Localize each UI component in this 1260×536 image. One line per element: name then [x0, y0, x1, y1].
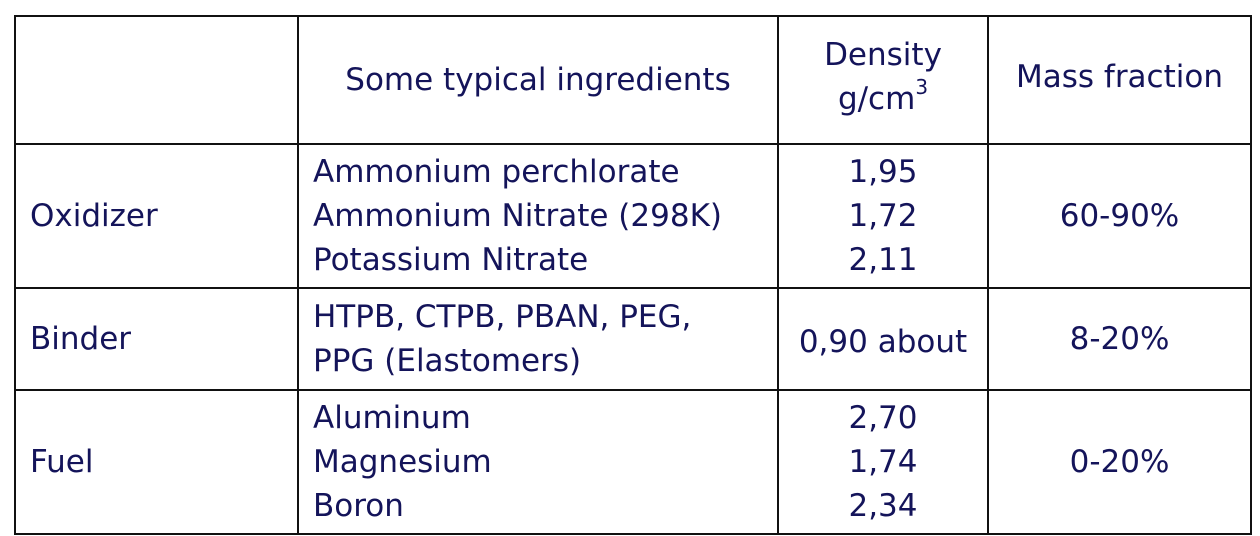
category-cell: Binder	[14, 287, 299, 391]
density-value: 2,70	[848, 400, 918, 436]
unit-exponent: 3	[915, 74, 929, 99]
table-row-oxidizer: Oxidizer Ammonium perchlorate Ammonium N…	[14, 143, 1252, 289]
density-value: 2,34	[848, 488, 918, 524]
header-density-label: Density	[824, 37, 942, 73]
density-value: 1,72	[848, 198, 918, 234]
density-value: 0,90 about	[798, 324, 968, 360]
ingredient-item: Magnesium	[313, 444, 492, 480]
header-mass-fraction: Mass fraction	[987, 15, 1252, 145]
mass-fraction-cell: 60-90%	[987, 143, 1252, 289]
category-cell: Oxidizer	[14, 143, 299, 289]
header-ingredients: Some typical ingredients	[297, 15, 779, 145]
density-cell: 2,70 1,74 2,34	[777, 389, 989, 535]
ingredient-item: Ammonium perchlorate	[313, 154, 680, 190]
header-empty-cell	[14, 15, 299, 145]
mass-fraction-cell: 8-20%	[987, 287, 1252, 391]
header-density: Density g/cm3	[777, 15, 989, 145]
density-value: 1,74	[848, 444, 918, 480]
density-cell: 1,95 1,72 2,11	[777, 143, 989, 289]
density-cell: 0,90 about	[777, 287, 989, 391]
ingredient-item: Potassium Nitrate	[313, 242, 589, 278]
ingredient-item: Aluminum	[313, 400, 471, 436]
table-row-binder: Binder HTPB, CTPB, PBAN, PEG, PPG (Elast…	[14, 287, 1252, 391]
density-value: 1,95	[848, 154, 918, 190]
ingredients-cell: Ammonium perchlorate Ammonium Nitrate (2…	[297, 143, 779, 289]
header-density-unit: g/cm3	[837, 74, 929, 117]
ingredients-cell: Aluminum Magnesium Boron	[297, 389, 779, 535]
category-cell: Fuel	[14, 389, 299, 535]
ingredient-item: PPG (Elastomers)	[313, 343, 582, 379]
density-value: 2,11	[848, 242, 918, 278]
propellant-table: Some typical ingredients Density g/cm3 M…	[14, 15, 1252, 535]
ingredient-item: HTPB, CTPB, PBAN, PEG,	[313, 299, 692, 335]
ingredient-item: Boron	[313, 488, 404, 524]
ingredients-cell: HTPB, CTPB, PBAN, PEG, PPG (Elastomers)	[297, 287, 779, 391]
mass-fraction-cell: 0-20%	[987, 389, 1252, 535]
ingredient-item: Ammonium Nitrate (298K)	[313, 198, 722, 234]
table-row-fuel: Fuel Aluminum Magnesium Boron 2,70 1,74 …	[14, 389, 1252, 535]
header-row: Some typical ingredients Density g/cm3 M…	[14, 15, 1252, 145]
